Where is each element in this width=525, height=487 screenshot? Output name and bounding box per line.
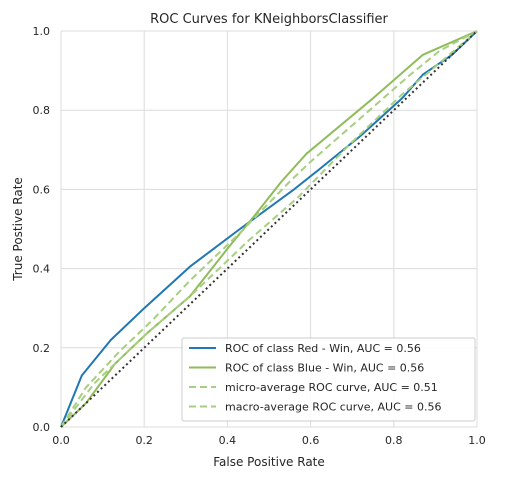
chance-diagonal-line [60,30,478,428]
x-tick-label: 0.6 [302,434,320,447]
tick-labels: 0.0 0.2 0.4 0.6 0.8 1.0 0.0 0.2 0.4 0.6 0.8 1.0 [33,25,486,447]
roc-series-line-0 [60,30,478,428]
x-axis-label: False Positive Rate [213,455,325,469]
y-tick-label: 0.4 [33,263,51,276]
legend-box [181,337,476,422]
x-tick-label: 0.4 [219,434,237,447]
roc-series-line-3 [60,30,478,428]
y-tick-label: 0.8 [33,104,51,117]
x-tick-label: 0.2 [135,434,153,447]
x-tick-label: 1.0 [468,434,486,447]
legend-entry-label: micro-average ROC curve, AUC = 0.51 [225,381,438,394]
chart-title: ROC Curves for KNeighborsClassifier [150,12,388,27]
y-tick-label: 0.2 [33,342,51,355]
y-axis-label: True Postive Rate [11,177,25,282]
y-tick-label: 0.6 [33,183,51,196]
y-tick-label: 0.0 [33,421,51,434]
legend-entry-label: ROC of class Blue - Win, AUC = 0.56 [225,362,424,375]
series-layer [60,30,478,428]
legend-entry-label: macro-average ROC curve, AUC = 0.56 [225,401,441,414]
roc-series-line-2 [60,30,478,428]
x-tick-label: 0.0 [52,434,70,447]
x-tick-label: 0.8 [385,434,403,447]
legend-entry-label: ROC of class Red - Win, AUC = 0.56 [225,342,421,355]
legend: ROC of class Red - Win, AUC = 0.56 ROC of… [181,337,476,422]
y-tick-label: 1.0 [33,25,51,38]
